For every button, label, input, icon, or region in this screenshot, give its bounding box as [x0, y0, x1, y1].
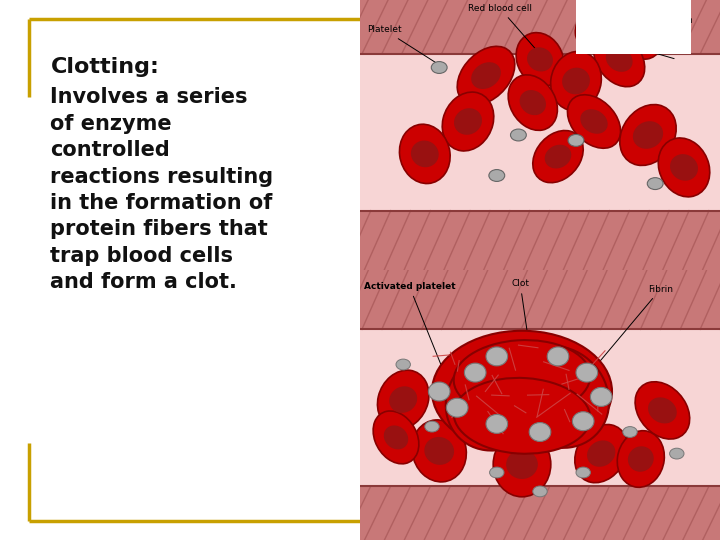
Ellipse shape [454, 108, 482, 135]
Ellipse shape [547, 347, 569, 366]
Circle shape [647, 178, 663, 190]
Circle shape [510, 129, 526, 141]
Ellipse shape [529, 422, 551, 442]
Ellipse shape [562, 68, 590, 94]
Ellipse shape [520, 90, 546, 115]
Ellipse shape [446, 349, 548, 450]
Ellipse shape [428, 382, 450, 401]
Ellipse shape [454, 340, 590, 416]
Bar [576, 0, 691, 54]
Ellipse shape [464, 363, 486, 382]
Text: Activated platelet: Activated platelet [364, 282, 456, 402]
Text: Red blood cell: Red blood cell [468, 4, 538, 52]
Ellipse shape [628, 446, 654, 472]
Text: Platelet: Platelet [367, 25, 437, 63]
Ellipse shape [424, 437, 454, 465]
Text: Involves a series
of enzyme
controlled
reactions resulting
in the formation of
p: Involves a series of enzyme controlled r… [50, 87, 274, 292]
Ellipse shape [471, 62, 501, 89]
Ellipse shape [486, 415, 508, 433]
Ellipse shape [373, 411, 419, 464]
Ellipse shape [590, 9, 620, 34]
Ellipse shape [533, 131, 583, 183]
Ellipse shape [617, 431, 665, 487]
Ellipse shape [618, 5, 663, 59]
Text: Fibrin: Fibrin [592, 285, 673, 370]
Ellipse shape [590, 388, 612, 406]
Bar [360, 0, 720, 54]
Ellipse shape [658, 138, 710, 197]
Ellipse shape [648, 397, 677, 423]
Ellipse shape [575, 0, 634, 49]
Ellipse shape [635, 382, 690, 439]
Ellipse shape [527, 48, 553, 71]
Ellipse shape [620, 105, 676, 165]
Ellipse shape [384, 426, 408, 449]
Ellipse shape [516, 32, 564, 86]
Text: Broken
blood
vessel
wall: Broken blood vessel wall [666, 16, 693, 56]
Ellipse shape [390, 386, 417, 413]
Ellipse shape [486, 347, 508, 366]
Circle shape [576, 467, 590, 478]
Bar [360, 270, 720, 329]
Ellipse shape [576, 363, 598, 382]
Ellipse shape [457, 46, 515, 105]
Ellipse shape [377, 370, 429, 429]
Ellipse shape [587, 441, 616, 467]
Ellipse shape [572, 411, 594, 431]
Bar [360, 211, 720, 270]
Ellipse shape [551, 51, 601, 111]
Ellipse shape [442, 92, 494, 151]
Circle shape [425, 421, 439, 432]
Circle shape [568, 134, 584, 146]
Ellipse shape [400, 124, 450, 184]
Ellipse shape [412, 420, 467, 482]
Bar [360, 486, 720, 540]
Ellipse shape [411, 140, 438, 167]
Ellipse shape [446, 399, 468, 417]
Circle shape [623, 427, 637, 437]
Bar [360, 54, 720, 211]
Ellipse shape [506, 450, 538, 479]
Ellipse shape [633, 121, 663, 149]
Ellipse shape [432, 330, 612, 453]
Ellipse shape [575, 424, 628, 483]
Circle shape [396, 359, 410, 370]
Ellipse shape [606, 47, 633, 72]
Circle shape [490, 467, 504, 478]
Ellipse shape [508, 75, 557, 130]
Text: Clotting:: Clotting: [50, 57, 159, 77]
Ellipse shape [493, 432, 551, 497]
Ellipse shape [670, 154, 698, 181]
Ellipse shape [507, 346, 609, 448]
Ellipse shape [629, 21, 653, 44]
Ellipse shape [594, 32, 644, 87]
Circle shape [489, 170, 505, 181]
Bar [360, 329, 720, 486]
Text: Clot: Clot [511, 279, 529, 343]
Circle shape [670, 448, 684, 459]
Ellipse shape [545, 145, 571, 168]
Ellipse shape [580, 109, 608, 134]
Ellipse shape [567, 94, 621, 149]
Circle shape [533, 486, 547, 497]
Circle shape [431, 62, 447, 73]
Ellipse shape [454, 378, 590, 454]
